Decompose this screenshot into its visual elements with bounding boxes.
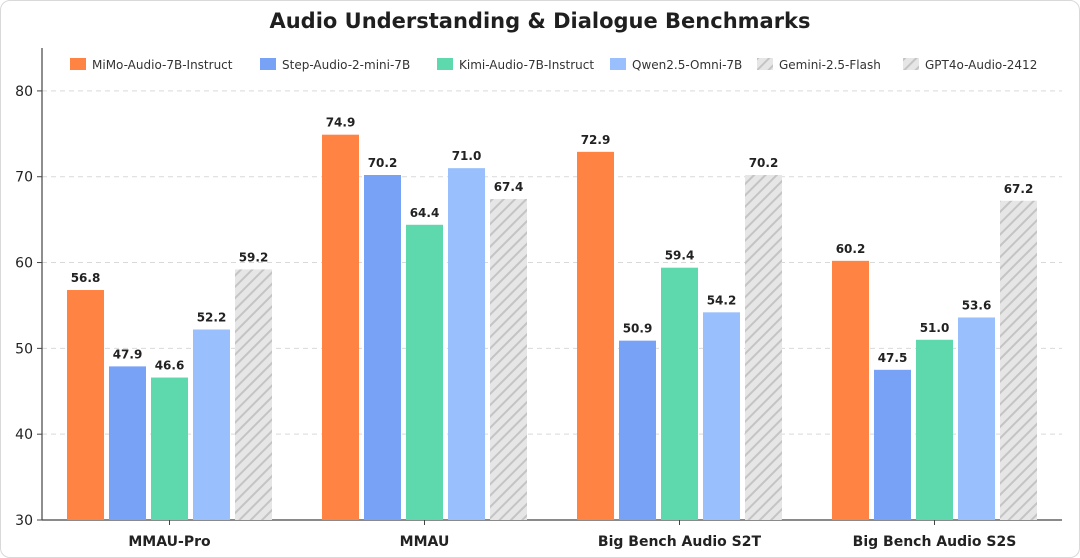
value-label: 52.2: [197, 310, 227, 324]
legend-label-kimi-audio-7b-instruct: Kimi-Audio-7B-Instruct: [459, 58, 594, 72]
bar-qwen2-5-omni-7b-mmau-pro: [193, 329, 230, 520]
legend-swatch-step-audio-2-mini-7b: [260, 58, 276, 70]
legend-label-step-audio-2-mini-7b: Step-Audio-2-mini-7B: [282, 58, 410, 72]
bar-gpt4o-audio-2412-big-bench-audio-s2s: [1000, 200, 1037, 521]
legend: MiMo-Audio-7B-Instruct Step-Audio-2-mini-…: [70, 58, 1037, 72]
bar-qwen2-5-omni-7b-mmau: [448, 168, 485, 521]
bar-step-audio-2-mini-7b-mmau-pro: [109, 366, 146, 520]
y-axis-ticks: 30 40 50 60 70 80: [15, 84, 42, 529]
y-tick-label: 70: [15, 170, 33, 186]
value-label: 59.2: [239, 250, 269, 264]
legend-label-gemini-2-5-flash: Gemini-2.5-Flash: [779, 58, 881, 72]
value-label: 67.4: [494, 180, 524, 194]
legend-label-mimo-audio-7b-instruct: MiMo-Audio-7B-Instruct: [92, 58, 233, 72]
x-category-label: MMAU-Pro: [128, 534, 211, 550]
bar-mimo-audio-7b-instruct-mmau: [322, 134, 359, 520]
value-labels: 56.8 47.9 46.6 52.2 59.2 74.9 70.2 64.4 71.0 67.4…: [71, 116, 1034, 373]
y-tick-label: 40: [15, 427, 33, 443]
legend-swatch-qwen2-5-omni-7b: [610, 58, 626, 70]
bar-kimi-audio-7b-instruct-big-bench-audio-s2t: [661, 267, 698, 520]
value-label: 47.5: [878, 351, 908, 365]
y-tick-label: 80: [15, 84, 33, 100]
bar-gpt4o-audio-2412-mmau: [490, 199, 527, 521]
bar-qwen2-5-omni-7b-big-bench-audio-s2s: [958, 317, 995, 520]
value-label: 51.0: [920, 321, 950, 335]
x-category-label: Big Bench Audio S2T: [598, 534, 762, 550]
bar-step-audio-2-mini-7b-big-bench-audio-s2s: [874, 369, 911, 520]
legend-swatch-kimi-audio-7b-instruct: [437, 58, 453, 70]
legend-swatch-gemini-2-5-flash: [757, 58, 773, 70]
chart-title: Audio Understanding & Dialogue Benchmark…: [269, 9, 810, 33]
y-tick-label: 60: [15, 256, 33, 272]
value-label: 54.2: [707, 293, 737, 307]
value-label: 47.9: [113, 347, 143, 361]
legend-label-gpt4o-audio-2412: GPT4o-Audio-2412: [925, 58, 1037, 72]
bar-kimi-audio-7b-instruct-mmau: [406, 224, 443, 520]
legend-swatch-mimo-audio-7b-instruct: [70, 58, 86, 70]
legend-swatch-gpt4o-audio-2412: [903, 58, 919, 70]
value-label: 64.4: [410, 206, 440, 220]
bar-mimo-audio-7b-instruct-mmau-pro: [67, 290, 104, 520]
x-category-label: Big Bench Audio S2S: [853, 534, 1017, 550]
value-label: 70.2: [368, 156, 398, 170]
bar-kimi-audio-7b-instruct-mmau-pro: [151, 377, 188, 520]
value-label: 59.4: [665, 249, 695, 263]
legend-label-qwen2-5-omni-7b: Qwen2.5-Omni-7B: [632, 58, 742, 72]
value-label: 46.6: [155, 359, 185, 373]
value-label: 60.2: [836, 242, 866, 256]
value-label: 56.8: [71, 271, 101, 285]
value-label: 71.0: [452, 149, 482, 163]
value-label: 74.9: [326, 116, 356, 130]
x-axis-categories: MMAU-Pro MMAU Big Bench Audio S2T Big Bench…: [128, 520, 1016, 550]
bars: [67, 134, 1037, 521]
value-label: 70.2: [749, 156, 779, 170]
y-tick-label: 50: [15, 341, 33, 357]
x-category-label: MMAU: [400, 534, 450, 550]
value-label: 50.9: [623, 322, 653, 336]
value-label: 53.6: [962, 298, 992, 312]
bar-step-audio-2-mini-7b-big-bench-audio-s2t: [619, 340, 656, 520]
bar-mimo-audio-7b-instruct-big-bench-audio-s2s: [832, 260, 869, 520]
bar-kimi-audio-7b-instruct-big-bench-audio-s2s: [916, 339, 953, 520]
bar-gpt4o-audio-2412-mmau-pro: [235, 269, 272, 520]
y-tick-label: 30: [15, 513, 33, 529]
value-label: 72.9: [581, 133, 611, 147]
value-label: 67.2: [1004, 182, 1034, 196]
bar-step-audio-2-mini-7b-mmau: [364, 175, 401, 520]
bar-qwen2-5-omni-7b-big-bench-audio-s2t: [703, 312, 740, 520]
bar-mimo-audio-7b-instruct-big-bench-audio-s2t: [577, 151, 614, 520]
bar-gpt4o-audio-2412-big-bench-audio-s2t: [745, 175, 782, 520]
